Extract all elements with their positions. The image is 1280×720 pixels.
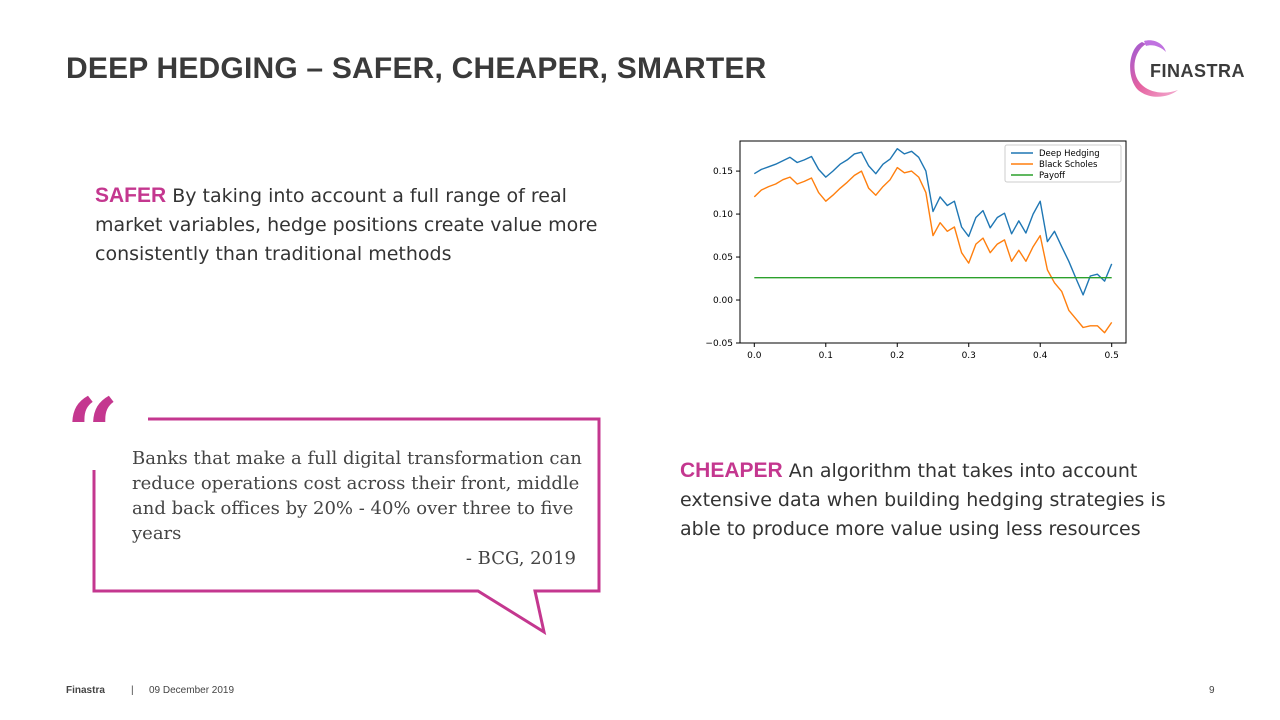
y-tick-label: 0.10	[713, 210, 733, 220]
logo-text: FINASTRA	[1150, 61, 1245, 81]
quote-mark-icon: “	[66, 378, 119, 486]
legend-label: Payoff	[1039, 171, 1066, 181]
series-line-deep-hedging	[753, 147, 1113, 296]
x-tick-label: 0.2	[890, 351, 904, 361]
cheaper-paragraph: CHEAPER An algorithm that takes into acc…	[680, 456, 1200, 544]
x-tick-label: 0.4	[1033, 351, 1048, 361]
quote-source: - BCG, 2019	[465, 548, 576, 569]
legend-label: Deep Hedging	[1039, 149, 1100, 159]
y-tick-label: −0.05	[705, 339, 733, 349]
footer-page-number: 9	[1209, 685, 1215, 696]
x-tick-label: 0.3	[962, 351, 976, 361]
finastra-logo: FINASTRA	[1120, 38, 1255, 100]
x-tick-label: 0.5	[1105, 351, 1119, 361]
series-line-black-scholes	[753, 166, 1113, 334]
safer-text: By taking into account a full range of r…	[95, 185, 598, 265]
hedging-chart: −0.05 0.00 0.05 0.10 0.15 0.0 0.1 0.2 0.3 0.4 0.5 D…	[700, 135, 1130, 368]
cheaper-text: An algorithm that takes into account ext…	[680, 460, 1166, 540]
legend-box	[1004, 144, 1122, 183]
x-tick-label: 0.1	[819, 351, 833, 361]
legend-label: Black Scholes	[1039, 160, 1098, 170]
footer-separator: |	[131, 685, 134, 696]
footer-date: 09 December 2019	[149, 685, 235, 696]
y-tick-label: 0.00	[713, 296, 733, 306]
page-title: DEEP HEDGING – SAFER, CHEAPER, SMARTER	[66, 52, 767, 85]
safer-paragraph: SAFER By taking into account a full rang…	[95, 181, 635, 269]
footer-brand: Finastra	[66, 685, 105, 696]
cheaper-keyword: CHEAPER	[680, 459, 783, 482]
x-tick-label: 0.0	[747, 351, 762, 361]
y-tick-label: 0.15	[713, 167, 733, 177]
quote-text: Banks that make a full digital transform…	[132, 448, 582, 544]
y-tick-label: 0.05	[713, 253, 733, 263]
safer-keyword: SAFER	[95, 184, 167, 207]
